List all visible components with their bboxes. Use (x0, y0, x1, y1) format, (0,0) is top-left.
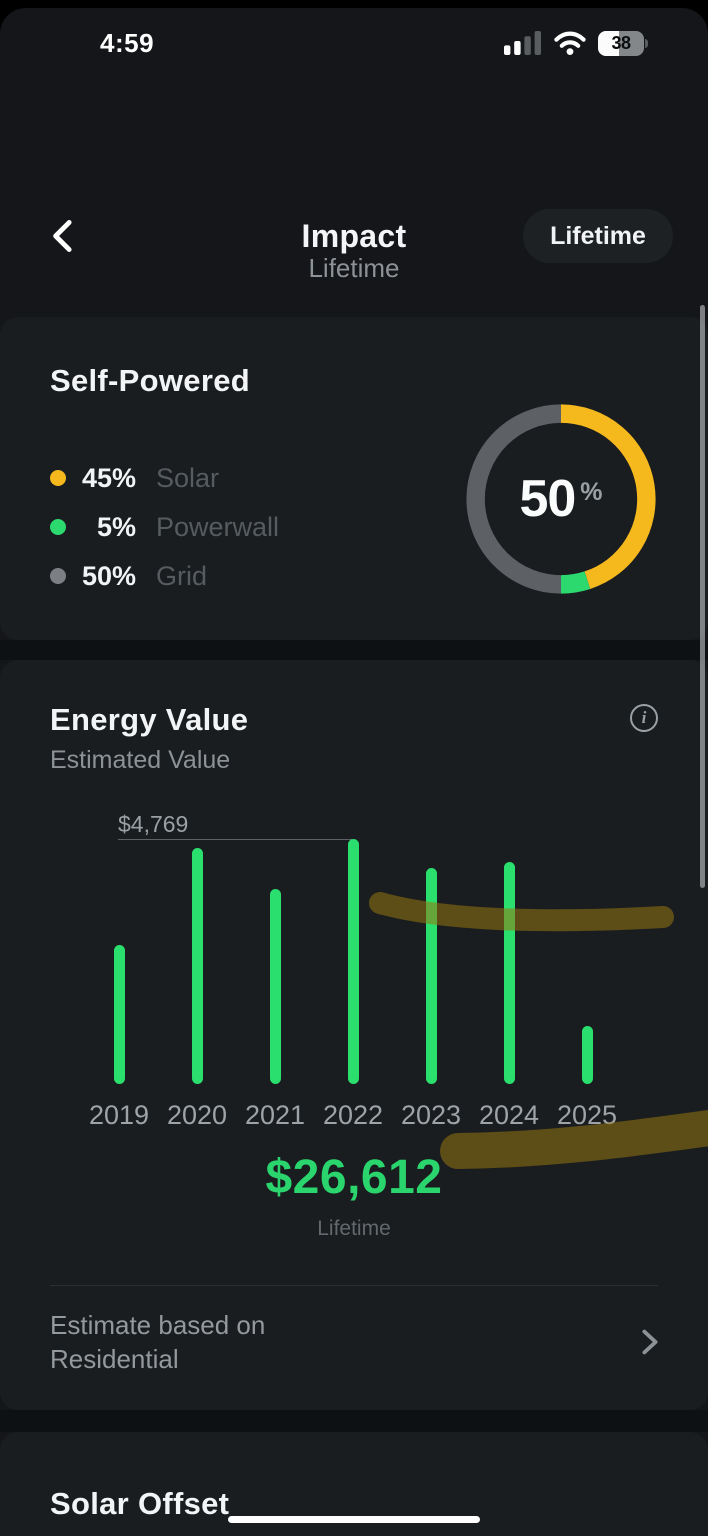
lifetime-total-caption: Lifetime (317, 1217, 391, 1240)
self-powered-title: Self-Powered (50, 363, 250, 398)
peak-reference-line (118, 839, 352, 840)
donut-segment-powerwall (560, 571, 591, 594)
donut-segment-grid (466, 404, 562, 594)
year-axis-labels: 2019 2020 2021 2022 2023 2024 2025 (50, 1100, 658, 1130)
donut-segment-solar (560, 404, 656, 589)
status-time: 4:59 (100, 27, 155, 58)
donut-center-unit: % (580, 477, 603, 506)
wifi-icon (554, 31, 586, 55)
bar-2019 (113, 945, 125, 1084)
grid-percent: 50% (81, 560, 136, 591)
year-label-2024: 2024 (478, 1100, 540, 1130)
donut-center-value: 50 (519, 470, 576, 528)
peak-value-label: $4,769 (118, 811, 189, 837)
energy-value-bar-chart: $4,769 (50, 811, 658, 1084)
energy-value-subtitle: Estimated Value (50, 746, 231, 774)
energy-value-title: Energy Value (50, 702, 249, 737)
solar-offset-title: Solar Offset (50, 1486, 230, 1521)
estimate-basis-line1: Estimate based on (50, 1310, 266, 1340)
year-label-2025: 2025 (556, 1100, 618, 1130)
range-selector-button[interactable]: Lifetime (523, 209, 673, 263)
section-gap (0, 1410, 708, 1432)
bar-2025 (581, 1026, 593, 1084)
legend-row-grid: 50% Grid (50, 561, 380, 591)
bar-2023 (425, 868, 437, 1084)
impact-screen: 4:59 38 (0, 8, 708, 1536)
self-powered-legend: 45% Solar 5% Powerwall 50% Grid (50, 463, 380, 591)
battery-icon: 38 (598, 30, 648, 56)
bar-2022 (347, 839, 359, 1084)
energy-value-card: Energy Value i Estimated Value $4,769 20… (0, 660, 708, 1410)
self-powered-donut-chart: 50 % (464, 402, 658, 596)
header: Impact Lifetime (0, 78, 708, 263)
powerwall-label: Powerwall (156, 511, 280, 542)
powerwall-dot-icon (50, 519, 66, 535)
page-title: Impact (301, 218, 407, 254)
solar-label: Solar (156, 462, 220, 493)
year-label-2022: 2022 (322, 1100, 384, 1130)
battery-percent: 38 (611, 32, 631, 53)
legend-row-powerwall: 5% Powerwall (50, 512, 380, 542)
back-button[interactable] (44, 218, 80, 254)
self-powered-card: Self-Powered 45% Solar 5% Powerwall 50% … (0, 317, 708, 640)
home-indicator[interactable] (228, 1516, 480, 1523)
info-icon[interactable]: i (630, 704, 658, 732)
cellular-signal-icon (504, 31, 541, 55)
legend-row-solar: 45% Solar (50, 463, 380, 493)
bar-2021 (269, 889, 281, 1084)
lifetime-total-value: $26,612 (265, 1151, 443, 1204)
battery-fill (598, 30, 619, 56)
grid-dot-icon (50, 568, 66, 584)
solar-percent: 45% (81, 462, 136, 493)
battery-nub (645, 38, 648, 48)
period-caption: Lifetime (308, 253, 400, 283)
estimate-basis-line2: Residential (50, 1344, 179, 1374)
status-bar: 4:59 38 (0, 8, 708, 78)
scrollbar[interactable] (700, 305, 705, 888)
year-label-2020: 2020 (166, 1100, 228, 1130)
year-label-2023: 2023 (400, 1100, 462, 1130)
estimate-basis-row[interactable]: Estimate based on Residential (50, 1308, 658, 1376)
year-label-2021: 2021 (244, 1100, 306, 1130)
bars-container (50, 811, 658, 1084)
bar-2024 (503, 862, 515, 1084)
grid-label: Grid (156, 560, 208, 591)
bar-2020 (191, 848, 203, 1084)
section-gap (0, 640, 708, 660)
status-icons: 38 (504, 30, 648, 56)
year-label-2019: 2019 (88, 1100, 150, 1130)
solar-dot-icon (50, 470, 66, 486)
chevron-left-icon (53, 220, 72, 252)
divider (50, 1285, 658, 1286)
chevron-right-icon (642, 1329, 658, 1355)
powerwall-percent: 5% (96, 511, 136, 542)
